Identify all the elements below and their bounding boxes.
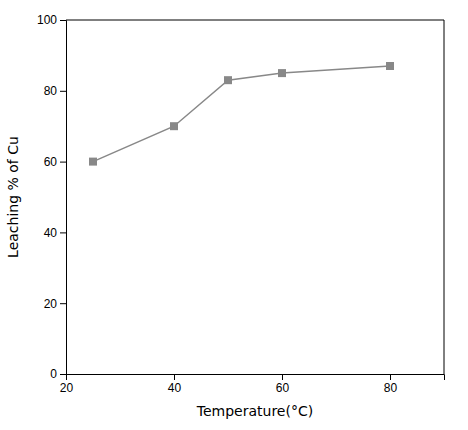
y-axis-tick-mark	[60, 91, 66, 92]
chart-container: 20406080020406080100Temperature(°C)Leach…	[0, 0, 468, 430]
point	[224, 76, 232, 84]
x-axis-line	[67, 375, 445, 381]
y-axis: 0 20 40 60 80 100	[37, 13, 67, 381]
x-axis-tick-label: 40	[168, 381, 182, 395]
y-axis-tick-mark	[60, 232, 66, 233]
x-axis: 20 40 60 80	[60, 374, 445, 395]
y-axis-line	[60, 21, 67, 375]
y-axis-tick-label: 20	[44, 297, 58, 311]
y-axis-title: Leaching % of Cu	[5, 136, 21, 258]
x-axis-tick-mark	[390, 374, 391, 380]
x-axis-tick: 60	[276, 374, 290, 395]
plot-frame	[66, 20, 444, 21]
plot-frame	[444, 20, 445, 374]
y-axis-tick-label: 60	[44, 155, 58, 169]
y-axis-tick: 80	[44, 84, 66, 98]
x-axis-tick-label: 60	[276, 381, 290, 395]
x-axis-tick-label: 20	[60, 381, 74, 395]
y-axis-tick-mark	[60, 374, 66, 375]
y-axis-tick-label: 0	[50, 367, 57, 381]
x-axis-title: Temperature(°C)	[196, 403, 313, 419]
point	[170, 122, 178, 130]
y-axis-tick: 100	[37, 13, 66, 27]
point	[278, 69, 286, 77]
y-axis-tick-mark	[60, 303, 66, 304]
x-axis-tick-label: 80	[384, 381, 398, 395]
x-axis-tick-mark	[174, 374, 175, 380]
y-axis-tick: 40	[44, 226, 66, 240]
y-axis-tick-label: 80	[44, 84, 58, 98]
y-axis-tick-label: 100	[37, 13, 57, 27]
y-axis-tick: 0	[50, 367, 66, 381]
y-axis-tick-mark	[60, 162, 66, 163]
y-axis-tick-label: 40	[44, 226, 58, 240]
x-axis-tick: 40	[168, 374, 182, 395]
point	[386, 62, 394, 70]
x-axis-tick-mark	[282, 374, 283, 380]
y-axis-tick: 20	[44, 297, 66, 311]
point	[89, 158, 97, 166]
plot: 20406080020406080100	[37, 13, 445, 394]
y-axis-tick: 60	[44, 155, 66, 169]
y-axis-tick-mark	[60, 20, 66, 21]
x-axis-tick: 80	[384, 374, 398, 395]
x-axis-tick: 20	[60, 374, 74, 395]
line	[93, 66, 390, 162]
marks	[89, 62, 394, 166]
chart-svg: 20406080020406080100Temperature(°C)Leach…	[0, 0, 468, 430]
